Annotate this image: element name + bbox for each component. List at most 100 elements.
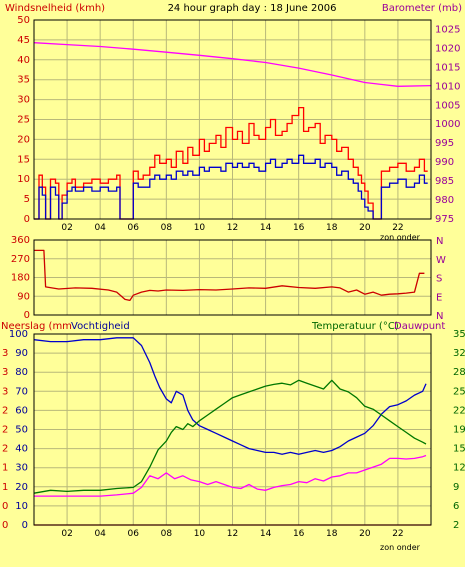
wind-y-tick-label: 0	[24, 214, 30, 225]
direction-y-tick-label: 270	[11, 254, 30, 265]
rain-y-tick-label: 1	[2, 482, 8, 493]
x-tick-label: 18	[326, 529, 338, 539]
barometer-y-tick-label: 1005	[435, 100, 460, 111]
humidity-y-tick-label: 90	[15, 348, 28, 359]
temperature-y-tick-label: 25	[453, 386, 465, 397]
direction-y-tick-label: 90	[17, 291, 30, 302]
x-tick-label: 14	[260, 529, 272, 539]
x-tick-label: 04	[94, 529, 106, 539]
direction-y-tick-label: 360	[11, 235, 30, 246]
humidity-y-tick-label: 100	[9, 329, 28, 340]
temperature-y-tick-label: 32	[453, 348, 465, 359]
rain-y-tick-label: 0	[2, 520, 8, 531]
rain-y-tick-label: 2	[2, 425, 8, 436]
wind-y-tick-label: 20	[17, 134, 30, 145]
x-tick-label: 12	[227, 223, 238, 233]
wind-panel-axes: 0510152025303540455097598098599099510001…	[17, 15, 460, 233]
temperature-y-tick-label: 19	[453, 425, 465, 436]
wind-y-tick-label: 35	[17, 75, 30, 86]
barometer-y-tick-label: 985	[435, 176, 454, 187]
humidity-y-tick-label: 80	[15, 367, 28, 378]
x-tick-label: 10	[194, 529, 206, 539]
compass-label: N	[436, 311, 443, 322]
wind-axis-title: Windsnelheid (kmh)	[5, 3, 105, 14]
temperature-y-tick-label: 9	[453, 482, 459, 493]
wind-y-tick-label: 45	[17, 35, 30, 46]
barometer-y-tick-label: 995	[435, 138, 454, 149]
x-tick-label: 20	[359, 223, 371, 233]
x-tick-label: 16	[293, 223, 305, 233]
temperature-y-tick-label: 2	[453, 520, 459, 531]
barometer-axis-title: Barometer (mb)	[382, 3, 462, 14]
wind-y-tick-label: 15	[17, 154, 30, 165]
barometer-y-tick-label: 1020	[435, 43, 460, 54]
x-tick-label: 22	[392, 529, 403, 539]
barometer-y-tick-label: 980	[435, 195, 454, 206]
x-tick-label: 02	[61, 529, 72, 539]
x-tick-label: 14	[260, 223, 272, 233]
humidity-y-tick-label: 20	[15, 482, 28, 493]
wind-y-tick-label: 30	[17, 95, 30, 106]
wind-speed-line	[34, 154, 428, 220]
compass-label: W	[436, 255, 446, 266]
wind-y-tick-label: 25	[17, 115, 30, 126]
rain-y-tick-label: 0	[2, 501, 8, 512]
humidity-y-tick-label: 60	[15, 405, 28, 416]
wind-panel-series	[33, 42, 432, 220]
barometer-line	[33, 42, 432, 87]
x-tick-label: 10	[194, 223, 206, 233]
sunset-caption-top: zon onder	[380, 233, 421, 242]
sunset-caption-bottom: zon onder	[380, 543, 421, 552]
wind-y-tick-label: 50	[17, 15, 30, 26]
direction-y-tick-label: 0	[24, 310, 30, 321]
humidity-y-tick-label: 50	[15, 425, 28, 436]
x-tick-label: 12	[227, 529, 238, 539]
temperature-axis-title: Temperatuur (°C)	[311, 321, 399, 332]
temperature-y-tick-label: 28	[453, 367, 465, 378]
wind-gust-line	[34, 106, 428, 220]
x-tick-label: 02	[61, 223, 72, 233]
humidity-line	[33, 337, 427, 455]
temperature-y-tick-label: 6	[453, 501, 459, 512]
compass-label: S	[436, 274, 442, 285]
rain-y-tick-label: 3	[2, 367, 8, 378]
climate-panel-axes: 0102030405060708090100001122233326912151…	[2, 329, 465, 539]
barometer-y-tick-label: 1010	[435, 81, 460, 92]
wind-y-tick-label: 5	[24, 194, 30, 205]
humidity-y-tick-label: 70	[15, 386, 28, 397]
rain-y-tick-label: 2	[2, 405, 8, 416]
barometer-y-tick-label: 1025	[435, 24, 460, 35]
dewpoint-axis-title: Dauwpunt	[394, 321, 445, 332]
temperature-y-tick-label: 22	[453, 405, 465, 416]
rain-y-tick-label: 1	[2, 463, 8, 474]
plot-frame	[33, 19, 432, 220]
temperature-y-tick-label: 15	[453, 444, 465, 455]
wind-y-tick-label: 40	[17, 55, 30, 66]
wind-direction-panel-series	[34, 249, 425, 302]
plot-frame	[33, 333, 432, 526]
wind-direction-line	[34, 249, 425, 302]
x-tick-label: 18	[326, 223, 338, 233]
direction-y-tick-label: 180	[11, 273, 30, 284]
humidity-y-tick-label: 30	[15, 463, 28, 474]
rain-axis-title: Neerslag (mm	[1, 321, 72, 332]
x-tick-label: 08	[161, 223, 173, 233]
humidity-y-tick-label: 10	[15, 501, 28, 512]
rain-y-tick-label: 3	[2, 386, 8, 397]
temperature-y-tick-label: 35	[453, 329, 465, 340]
barometer-y-tick-label: 990	[435, 157, 454, 168]
climate-panel-grid	[34, 334, 431, 525]
x-tick-label: 04	[94, 223, 106, 233]
rain-y-tick-label: 3	[2, 348, 8, 359]
x-tick-label: 22	[392, 223, 403, 233]
humidity-y-tick-label: 0	[22, 520, 28, 531]
rain-y-tick-label: 2	[2, 444, 8, 455]
barometer-y-tick-label: 1015	[435, 62, 460, 73]
dewpoint-line	[34, 454, 427, 497]
compass-label: E	[436, 292, 442, 303]
x-tick-label: 20	[359, 529, 371, 539]
x-tick-label: 06	[128, 223, 140, 233]
compass-label: N	[436, 236, 443, 247]
